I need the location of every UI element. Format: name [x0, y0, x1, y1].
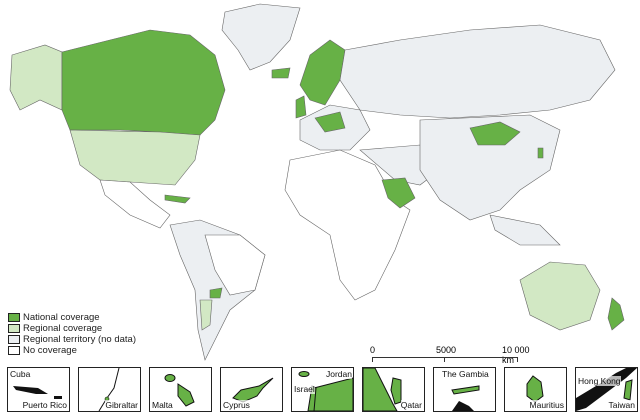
inset-gibraltar: Gibraltar	[78, 367, 141, 412]
inset-label: Mauritius	[529, 400, 564, 410]
legend-label: No coverage	[23, 345, 77, 356]
region-new-zealand	[607, 297, 625, 331]
scale-label: 5000	[436, 345, 457, 355]
region-cuba	[164, 194, 191, 204]
inset-hong-kong-taiwan: Hong Kong Taiwan	[575, 367, 638, 412]
inset-malta: Malta	[149, 367, 212, 412]
inset-label: Jordan	[326, 369, 352, 379]
inset-label: Gibraltar	[105, 400, 138, 410]
inset-cuba-puerto-rico: Cuba Puerto Rico	[7, 367, 70, 412]
scale-tick	[517, 357, 518, 362]
region-argentina	[199, 299, 213, 331]
inset-label: Hong Kong	[578, 376, 621, 386]
scale-tick	[372, 357, 373, 362]
inset-israel-jordan: Jordan Israel	[291, 367, 354, 412]
inset-label: Malta	[152, 400, 173, 410]
region-uk	[295, 95, 307, 119]
inset-label: Israel	[294, 384, 315, 394]
inset-cyprus: Cyprus	[220, 367, 283, 412]
region-mongolia	[469, 121, 521, 146]
inset-qatar: Qatar	[362, 367, 425, 412]
scale-tick	[444, 357, 445, 362]
inset-label: The Gambia	[442, 369, 489, 379]
region-alaska	[9, 44, 63, 111]
legend-swatch-regional	[8, 324, 20, 333]
region-asia	[419, 114, 561, 221]
legend-swatch-territory	[8, 335, 20, 344]
region-south-korea	[537, 147, 544, 159]
inset-label: Taiwan	[608, 400, 635, 410]
region-mexico	[99, 179, 171, 229]
inset-mauritius: Mauritius	[504, 367, 567, 412]
legend-item-territory: Regional territory (no data)	[8, 334, 136, 345]
inset-label: Cuba	[10, 369, 31, 379]
region-africa	[284, 149, 411, 301]
legend-label: National coverage	[23, 312, 100, 323]
region-canada	[61, 29, 226, 136]
region-russia	[339, 24, 616, 119]
region-saudi-arabia	[381, 177, 416, 209]
inset-maps: Cuba Puerto Rico Gibraltar Malta Cyprus …	[7, 367, 638, 412]
region-australia	[519, 261, 601, 331]
region-se-asia	[489, 214, 561, 246]
legend-label: Regional coverage	[23, 323, 103, 334]
legend-swatch-none	[8, 346, 20, 355]
inset-label: Qatar	[400, 400, 422, 410]
legend-item-none: No coverage	[8, 345, 136, 356]
inset-the-gambia: The Gambia	[433, 367, 496, 412]
region-greenland	[221, 3, 301, 71]
scale-label: 10 000 km	[502, 345, 530, 365]
inset-label: Cyprus	[223, 400, 250, 410]
region-brazil	[204, 234, 266, 296]
scale-label: 0	[370, 345, 376, 355]
region-usa	[69, 129, 201, 186]
region-iceland	[271, 67, 291, 79]
region-uruguay	[209, 287, 223, 299]
region-scandinavia	[299, 39, 346, 106]
legend-item-national: National coverage	[8, 312, 136, 323]
map-legend: National coverage Regional coverage Regi…	[8, 312, 136, 356]
inset-label: Puerto Rico	[22, 400, 67, 410]
legend-label: Regional territory (no data)	[23, 334, 136, 345]
region-central-europe	[314, 111, 346, 133]
legend-item-regional: Regional coverage	[8, 323, 136, 334]
legend-swatch-national	[8, 313, 20, 322]
